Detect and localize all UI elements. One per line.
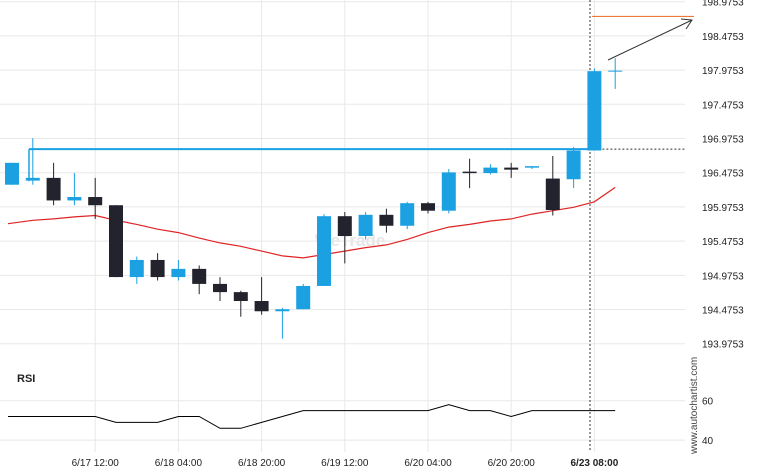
candlestick-series <box>5 58 623 339</box>
candle-body <box>254 301 269 312</box>
candle-body <box>441 172 456 211</box>
candle-body <box>400 203 415 226</box>
candle-body <box>296 285 311 310</box>
candle-body <box>233 292 248 302</box>
price-tick-label: 198.4753 <box>702 32 744 43</box>
candle-body <box>379 214 394 226</box>
candle-body <box>337 216 352 237</box>
candle-body <box>545 178 560 211</box>
projection-line <box>607 19 693 61</box>
candle-body <box>150 259 165 278</box>
price-tick-label: 193.9753 <box>702 340 744 351</box>
price-tick-label: 195.4753 <box>702 237 744 248</box>
candle-body <box>504 167 519 170</box>
price-tick-label: 196.4753 <box>702 169 744 180</box>
time-tick-label: 6/18 04:00 <box>155 458 203 469</box>
time-tick-label: 6/18 20:00 <box>238 458 286 469</box>
candle-body <box>421 203 435 211</box>
candle-body <box>88 197 103 206</box>
candle-body <box>587 71 602 151</box>
candle-body <box>129 259 144 278</box>
time-tick-label: 6/23 08:00 <box>570 458 618 469</box>
candle-body <box>566 150 581 180</box>
candle-body <box>25 177 40 181</box>
candle-body <box>275 309 290 312</box>
price-tick-label: 196.9753 <box>702 135 744 146</box>
rsi-line <box>8 404 616 429</box>
price-axis: 198.9753 198.4753 197.9753 197.4753 196.9753… <box>702 0 744 351</box>
candle-body <box>213 283 227 293</box>
candle-body <box>483 167 498 174</box>
candle-body <box>67 197 82 201</box>
price-tick-label: 197.9753 <box>702 66 744 77</box>
rsi-tick-label: 40 <box>702 436 714 447</box>
candle-body <box>46 177 61 201</box>
time-axis: 6/17 12:00 6/18 04:00 6/18 20:00 6/19 12:00… <box>72 458 619 469</box>
price-levels <box>28 0 694 452</box>
candle-body <box>358 214 373 237</box>
rsi-tick-label: 60 <box>702 397 714 408</box>
rsi-label: RSI <box>17 373 35 385</box>
autochartist-credit: www.autochartist.com <box>689 357 700 455</box>
time-tick-label: 6/20 20:00 <box>488 458 536 469</box>
price-tick-label: 194.9753 <box>702 271 744 282</box>
time-tick-label: 6/19 12:00 <box>321 458 369 469</box>
time-tick-label: 6/20 04:00 <box>404 458 452 469</box>
price-tick-label: 194.4753 <box>702 306 744 317</box>
projection-arrow <box>607 18 693 61</box>
rsi-panel: RSI 60 40 <box>8 373 714 447</box>
candle-body <box>317 216 331 286</box>
price-tick-label: 195.9753 <box>702 203 744 214</box>
projection-arrowhead <box>680 18 693 30</box>
time-tick-label: 6/17 12:00 <box>72 458 120 469</box>
candle-body <box>192 268 207 284</box>
price-tick-label: 197.4753 <box>702 100 744 111</box>
candle-body <box>171 268 186 278</box>
candle-body <box>109 205 123 278</box>
candle-body <box>5 162 19 185</box>
price-tick-label: 198.9753 <box>702 0 744 9</box>
